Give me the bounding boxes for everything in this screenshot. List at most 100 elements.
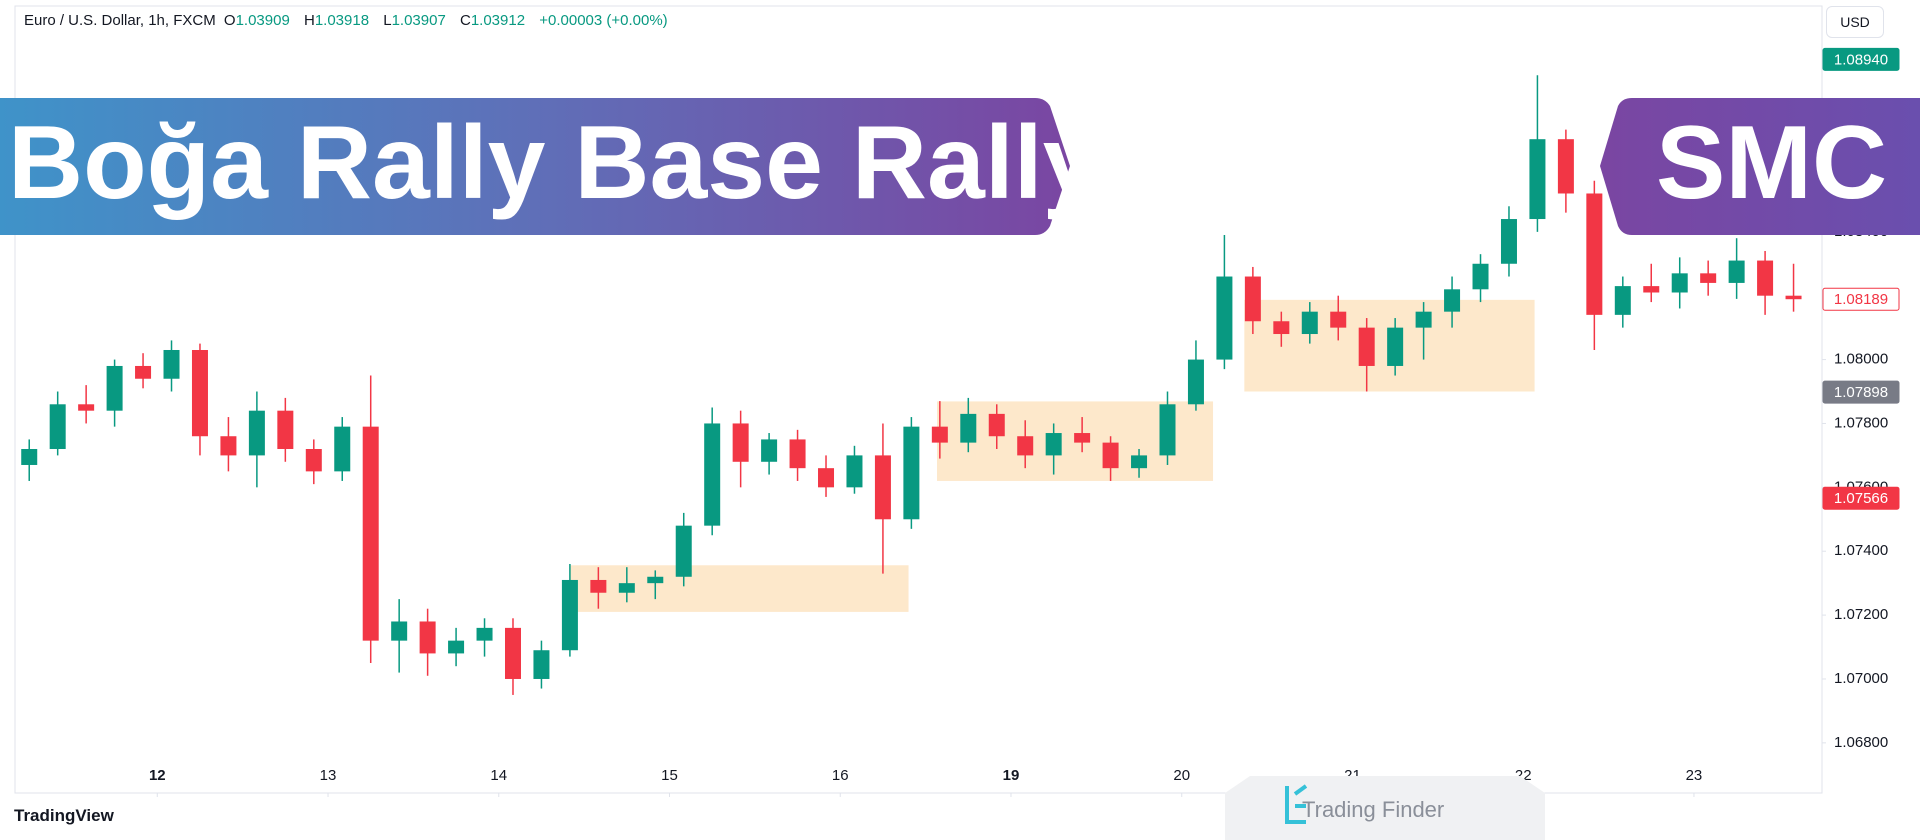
candle-body	[1415, 311, 1432, 328]
ohlc-value: 1.03909	[235, 12, 290, 29]
x-tick-label: 15	[661, 767, 678, 784]
candle-body	[761, 439, 778, 462]
y-tick-label: 1.07200	[1834, 606, 1888, 623]
candle-body	[1444, 289, 1461, 312]
candle-body	[647, 576, 664, 584]
candle-body	[1102, 442, 1119, 469]
candle-body	[1244, 276, 1261, 322]
candle-body	[1187, 359, 1204, 405]
y-tick-label: 1.07000	[1834, 670, 1888, 687]
candle-body	[504, 627, 521, 679]
candle-body	[960, 413, 977, 443]
candle-body	[1159, 404, 1176, 456]
title-banner	[0, 98, 1070, 235]
candle-body	[818, 468, 835, 488]
price-label: 1.07898	[1834, 384, 1888, 401]
candle-body	[191, 349, 208, 437]
ohlc-key: O	[223, 12, 236, 29]
candle-body	[1301, 311, 1318, 335]
candle-body	[1074, 433, 1091, 443]
candle-body	[846, 455, 863, 488]
banner-tag: SMC	[1656, 105, 1888, 221]
ohlc-value: 1.03912	[470, 12, 526, 29]
price-label: 1.08940	[1834, 51, 1888, 68]
candle-body	[1671, 273, 1688, 293]
symbol: Euro / U.S. Dollar, 1h, FXCM	[24, 12, 216, 29]
candle-body	[675, 525, 692, 577]
candle-body	[21, 449, 38, 465]
candle-body	[135, 365, 152, 379]
candle-body	[903, 426, 920, 520]
candle-body	[618, 583, 635, 593]
candle-body	[1586, 193, 1603, 315]
candle-body	[561, 579, 578, 651]
candle-body	[49, 404, 66, 450]
candle-body	[106, 365, 123, 411]
candle-body	[1557, 139, 1574, 194]
x-tick-label: 20	[1173, 767, 1190, 784]
candle-body	[1728, 260, 1745, 283]
candle-body	[448, 640, 465, 654]
ohlc-key: L	[383, 12, 392, 29]
candle-body	[1757, 260, 1774, 296]
symbol-header: Euro / U.S. Dollar, 1h, FXCM O1.03909 H1…	[24, 12, 678, 29]
candle-body	[220, 436, 237, 456]
ohlc-key: H	[303, 12, 315, 29]
candle-body	[476, 627, 493, 641]
price-label-box	[1822, 380, 1900, 404]
currency-button[interactable]: USD	[1826, 6, 1884, 38]
candle-body	[163, 349, 180, 379]
candle-body	[1614, 286, 1631, 315]
price-label-box	[1822, 287, 1900, 311]
candle-body	[362, 426, 379, 641]
price-label: 1.08189	[1834, 291, 1888, 308]
candle-body	[248, 410, 265, 456]
candle-body	[1785, 295, 1802, 300]
price-label: 1.07566	[1834, 490, 1888, 507]
watermark-logo	[1285, 784, 1308, 824]
x-tick-label: 12	[149, 767, 166, 784]
candle-body	[1529, 139, 1546, 220]
candle-body	[789, 439, 806, 469]
candle-body	[419, 621, 436, 654]
candle-body	[1017, 436, 1034, 456]
candle-body	[874, 455, 891, 520]
ohlc-value: 1.03918	[314, 12, 370, 29]
y-tick-label: 1.06800	[1834, 734, 1888, 751]
price-label-box	[1822, 486, 1900, 510]
candle-body	[1387, 327, 1404, 366]
candle-body	[1216, 276, 1233, 360]
candle-body	[1330, 311, 1347, 328]
change: +0.00003 (+0.00%)	[539, 12, 668, 29]
tradingview-logo: TradingView	[14, 806, 114, 825]
x-tick-label: 19	[1003, 767, 1020, 784]
x-tick-label: 23	[1686, 767, 1703, 784]
candle-body	[1358, 327, 1375, 366]
x-tick-label: 16	[832, 767, 849, 784]
candle-body	[732, 423, 749, 462]
candle-body	[1472, 263, 1489, 290]
candle-body	[988, 413, 1005, 437]
candle-body	[931, 426, 948, 443]
candle-body	[1045, 433, 1062, 456]
tag-banner	[1600, 98, 1920, 235]
watermark-text: Trading Finder	[1302, 797, 1445, 822]
y-tick-label: 1.07800	[1834, 414, 1888, 431]
x-tick-label: 13	[320, 767, 337, 784]
candle-body	[1700, 273, 1717, 283]
candle-body	[533, 650, 550, 679]
candle-body	[1273, 321, 1290, 335]
y-tick-label: 1.08000	[1834, 351, 1888, 368]
ohlc-value: 1.03907	[391, 12, 446, 29]
candle-body	[1131, 455, 1148, 469]
candle-body	[305, 449, 322, 472]
ohlc-key: C	[459, 12, 471, 29]
x-tick-label: 14	[490, 767, 507, 784]
candle-body	[391, 621, 408, 641]
banner-title: Boğa Rally Base Rally	[8, 105, 1101, 221]
candle-body	[334, 426, 351, 472]
candle-body	[277, 410, 294, 450]
candle-body	[1643, 286, 1660, 293]
